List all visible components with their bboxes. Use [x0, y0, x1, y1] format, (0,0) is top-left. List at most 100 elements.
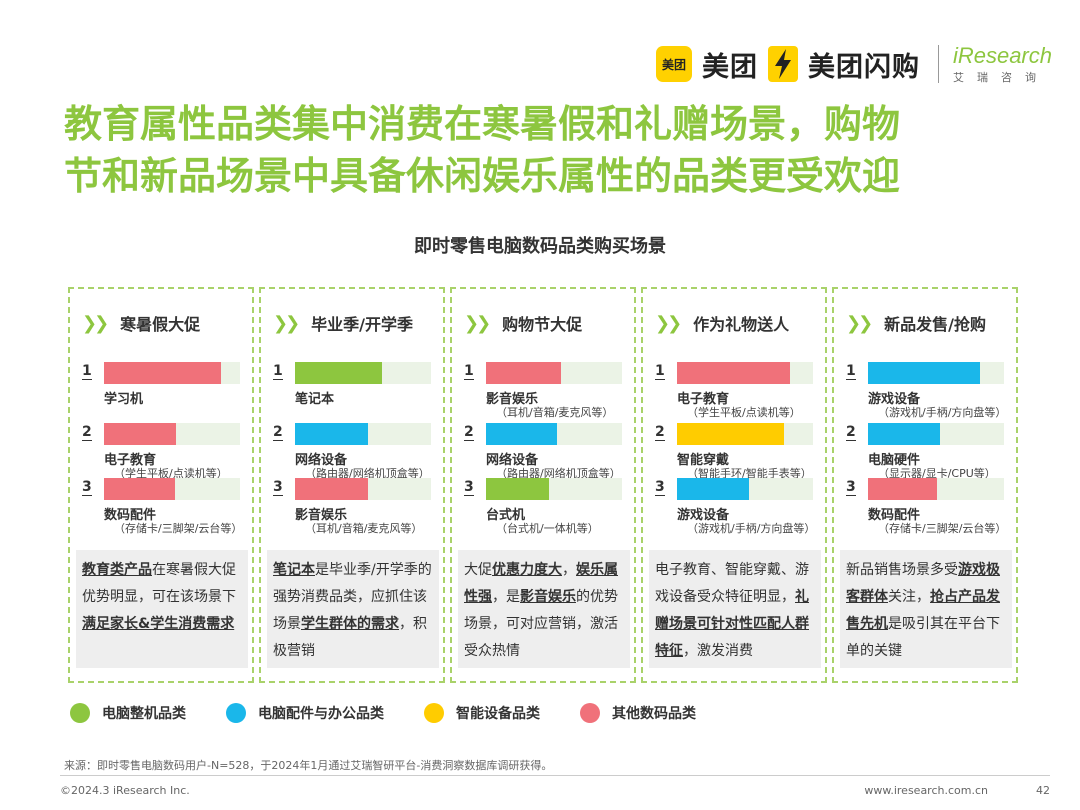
insight-text: 关注， — [888, 589, 930, 605]
bar-fill — [868, 478, 937, 500]
category-examples: （耳机/音箱/麦克风等） — [305, 522, 423, 535]
footer-divider — [60, 775, 1050, 776]
rank-number: 3 — [464, 479, 474, 496]
insight-emphasis: 礼赠场景可针对性匹配人群特征 — [655, 589, 809, 659]
lightning-logo-icon — [767, 46, 798, 82]
insight-emphasis: 抢占产品发售先机 — [846, 589, 1000, 632]
insight-emphasis: 娱乐属性强 — [464, 562, 618, 605]
ranking-row: 3 数码配件 （存储卡/三脚架/云台等） — [846, 478, 1006, 536]
page-title-line-1: 教育属性品类集中消费在寒暑假和礼赠场景，购物 — [64, 102, 901, 146]
double-chevron-icon: ❯❯ — [464, 312, 491, 334]
rank-number: 3 — [846, 479, 856, 496]
insight-emphasis: 满足家长&学生消费需求 — [82, 616, 235, 632]
legend-item: 电脑整机品类 — [70, 703, 186, 723]
category-examples: （存储卡/三脚架/云台等） — [878, 522, 1007, 535]
bar-track — [868, 478, 1004, 500]
scenario-panel: ❯❯ 毕业季/开学季 1 笔记本 2 网络设备 （路由器/网络机顶盒等） 3 影音娱乐 （耳机/音… — [259, 287, 445, 683]
scenario-panel: ❯❯ 新品发售/抢购 1 游戏设备 （游戏机/手柄/方向盘等） 2 电脑硬件 （显示器/显卡/… — [832, 287, 1018, 683]
rank-number: 2 — [655, 424, 665, 441]
panel-header: ❯❯ 寒暑假大促 — [82, 311, 200, 335]
meituan-logo-icon: 美团 — [655, 46, 692, 82]
legend-label: 其他数码品类 — [612, 706, 696, 722]
category-label: 网络设备 — [486, 453, 539, 468]
panel-title: 毕业季/开学季 — [311, 315, 414, 334]
insight-emphasis: 教育类产品 — [82, 562, 152, 578]
bar-track — [104, 362, 240, 384]
bar-track — [677, 362, 813, 384]
panel-title: 作为礼物送人 — [693, 315, 790, 334]
bar-fill — [868, 423, 940, 445]
bar-track — [295, 478, 431, 500]
scenario-panel: ❯❯ 作为礼物送人 1 电子教育 （学生平板/点读机等） 2 智能穿戴 （智能手环/智能手表等… — [641, 287, 827, 683]
bar-fill — [104, 478, 175, 500]
panel-header: ❯❯ 毕业季/开学季 — [273, 311, 413, 335]
category-label: 学习机 — [104, 392, 144, 407]
scenario-panel: ❯❯ 购物节大促 1 影音娱乐 （耳机/音箱/麦克风等） 2 网络设备 （路由器/网络机顶盒等… — [450, 287, 636, 683]
double-chevron-icon: ❯❯ — [655, 312, 682, 334]
bar-track — [295, 362, 431, 384]
category-examples: （智能手环/智能手表等） — [687, 467, 812, 480]
category-examples: （路由器/网络机顶盒等） — [496, 467, 621, 480]
rank-number: 2 — [273, 424, 283, 441]
legend-item: 其他数码品类 — [580, 703, 696, 723]
rank-number: 3 — [82, 479, 92, 496]
insight-text: ， — [562, 562, 576, 578]
insight-emphasis: 学生群体的需求 — [301, 616, 399, 632]
category-examples: （存储卡/三脚架/云台等） — [114, 522, 243, 535]
bar-fill — [295, 362, 382, 384]
legend-dot-icon — [226, 703, 246, 723]
bar-fill — [677, 362, 790, 384]
insight-text: 是毕业季/开学季的强势消费品类，应抓住该场景 — [273, 562, 432, 632]
insight-emphasis: 笔记本 — [273, 562, 315, 578]
bar-track — [677, 478, 813, 500]
insight-text: 大促 — [464, 562, 492, 578]
bar-track — [104, 478, 240, 500]
bar-track — [104, 423, 240, 445]
ranking-row: 2 网络设备 （路由器/网络机顶盒等） — [464, 423, 624, 481]
bar-track — [868, 423, 1004, 445]
insight-box: 教育类产品在寒暑假大促优势明显，可在该场景下满足家长&学生消费需求 — [76, 550, 248, 668]
bar-track — [868, 362, 1004, 384]
ranking-row: 1 电子教育 （学生平板/点读机等） — [655, 362, 815, 420]
legend: 电脑整机品类 电脑配件与办公品类 智能设备品类 其他数码品类 — [70, 703, 736, 723]
rank-number: 2 — [464, 424, 474, 441]
category-label: 智能穿戴 — [677, 453, 730, 468]
ranking-row: 2 智能穿戴 （智能手环/智能手表等） — [655, 423, 815, 481]
ranking-row: 1 影音娱乐 （耳机/音箱/麦克风等） — [464, 362, 624, 420]
rank-number: 1 — [846, 363, 856, 380]
bar-fill — [868, 362, 980, 384]
insight-text: ，激发消费 — [683, 643, 753, 659]
category-label: 电子教育 — [104, 453, 157, 468]
meituan-flash-logo-text: 美团闪购 — [807, 51, 920, 83]
scenario-panel: ❯❯ 寒暑假大促 1 学习机 2 电子教育 （学生平板/点读机等） 3 数码配件 （存储卡/三脚架… — [68, 287, 254, 683]
category-label: 电子教育 — [677, 392, 730, 407]
category-examples: （游戏机/手柄/方向盘等） — [687, 522, 816, 535]
ranking-row: 1 笔记本 — [273, 362, 433, 420]
category-label: 电脑硬件 — [868, 453, 921, 468]
iresearch-logo-cn: 艾瑞咨询 — [952, 71, 1049, 84]
category-examples: （耳机/音箱/麦克风等） — [496, 406, 614, 419]
legend-label: 智能设备品类 — [456, 706, 540, 722]
insight-box: 电子教育、智能穿戴、游戏设备受众特征明显，礼赠场景可针对性匹配人群特征，激发消费 — [649, 550, 821, 668]
page-number: 42 — [1036, 784, 1050, 797]
insight-box: 大促优惠力度大，娱乐属性强，是影音娱乐的优势场景，可对应营销，激活受众热情 — [458, 550, 630, 668]
bar-track — [486, 362, 622, 384]
bar-fill — [104, 423, 176, 445]
legend-label: 电脑配件与办公品类 — [258, 706, 384, 722]
logo-bar: 美团 美团 美团闪购 iResearch 艾瑞咨询 — [655, 44, 1052, 84]
panel-title: 新品发售/抢购 — [884, 315, 987, 334]
insight-text: 的优势场景，可对应营销，激活受众热情 — [464, 589, 618, 659]
rank-number: 2 — [846, 424, 856, 441]
ranking-row: 2 网络设备 （路由器/网络机顶盒等） — [273, 423, 433, 481]
insight-text: 在寒暑假大促优势明显，可在该场景下 — [82, 562, 236, 605]
insight-emphasis: 优惠力度大 — [492, 562, 562, 578]
ranking-row: 2 电子教育 （学生平板/点读机等） — [82, 423, 242, 481]
category-examples: （路由器/网络机顶盒等） — [305, 467, 430, 480]
rank-number: 1 — [464, 363, 474, 380]
bar-track — [486, 423, 622, 445]
insight-emphasis: 影音娱乐 — [520, 589, 576, 605]
bar-fill — [677, 423, 784, 445]
insight-text: ，是 — [492, 589, 520, 605]
insight-box: 笔记本是毕业季/开学季的强势消费品类，应抓住该场景学生群体的需求，积极营销 — [267, 550, 439, 668]
bar-fill — [486, 423, 557, 445]
